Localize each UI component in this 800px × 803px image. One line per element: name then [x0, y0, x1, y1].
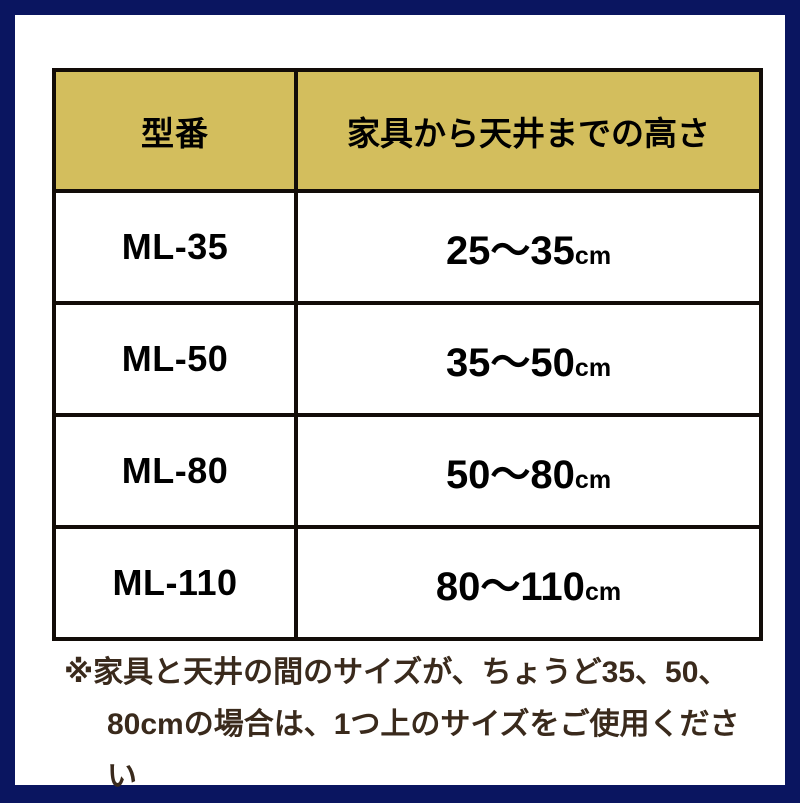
height-unit: cm [574, 466, 612, 494]
size-chart-table: 型番 家具から天井までの高さ ML-35 25〜35cm ML-50 35〜50… [52, 68, 763, 641]
height-unit: cm [574, 242, 612, 270]
content-panel: 型番 家具から天井までの高さ ML-35 25〜35cm ML-50 35〜50… [15, 15, 785, 793]
table-row: ML-35 25〜35cm [52, 189, 763, 305]
height-range-value: 80〜110 [435, 565, 585, 609]
cell-height: 35〜50cm [294, 301, 763, 417]
table-row: ML-110 80〜110cm [52, 525, 763, 641]
height-unit: cm [574, 354, 612, 382]
table-row: ML-80 50〜80cm [52, 413, 763, 529]
table-header: 型番 家具から天井までの高さ [52, 68, 763, 193]
cell-height: 80〜110cm [294, 525, 763, 641]
column-header-model: 型番 [52, 68, 298, 193]
footnote-line-1: ※家具と天井の間のサイズが、ちょうど35、50、 [64, 656, 729, 689]
height-range-value: 25〜35 [445, 229, 575, 273]
column-header-height: 家具から天井までの高さ [294, 68, 763, 193]
cell-height: 25〜35cm [294, 189, 763, 305]
height-range-value: 50〜80 [445, 453, 575, 497]
cell-height: 50〜80cm [294, 413, 763, 529]
height-range-value: 35〜50 [445, 341, 575, 385]
cell-model: ML-80 [52, 413, 298, 529]
table-row: ML-50 35〜50cm [52, 301, 763, 417]
footnote: ※家具と天井の間のサイズが、ちょうど35、50、 80cmの場合は、1つ上のサイ… [52, 647, 758, 803]
cell-model: ML-110 [52, 525, 298, 641]
cell-model: ML-50 [52, 301, 298, 417]
cell-model: ML-35 [52, 189, 298, 305]
table-body: ML-35 25〜35cm ML-50 35〜50cm ML-80 50〜80c… [52, 189, 763, 641]
table-header-row: 型番 家具から天井までの高さ [52, 68, 763, 193]
height-unit: cm [584, 578, 622, 606]
footnote-line-2: 80cmの場合は、1つ上のサイズをご使用ください [107, 708, 740, 793]
